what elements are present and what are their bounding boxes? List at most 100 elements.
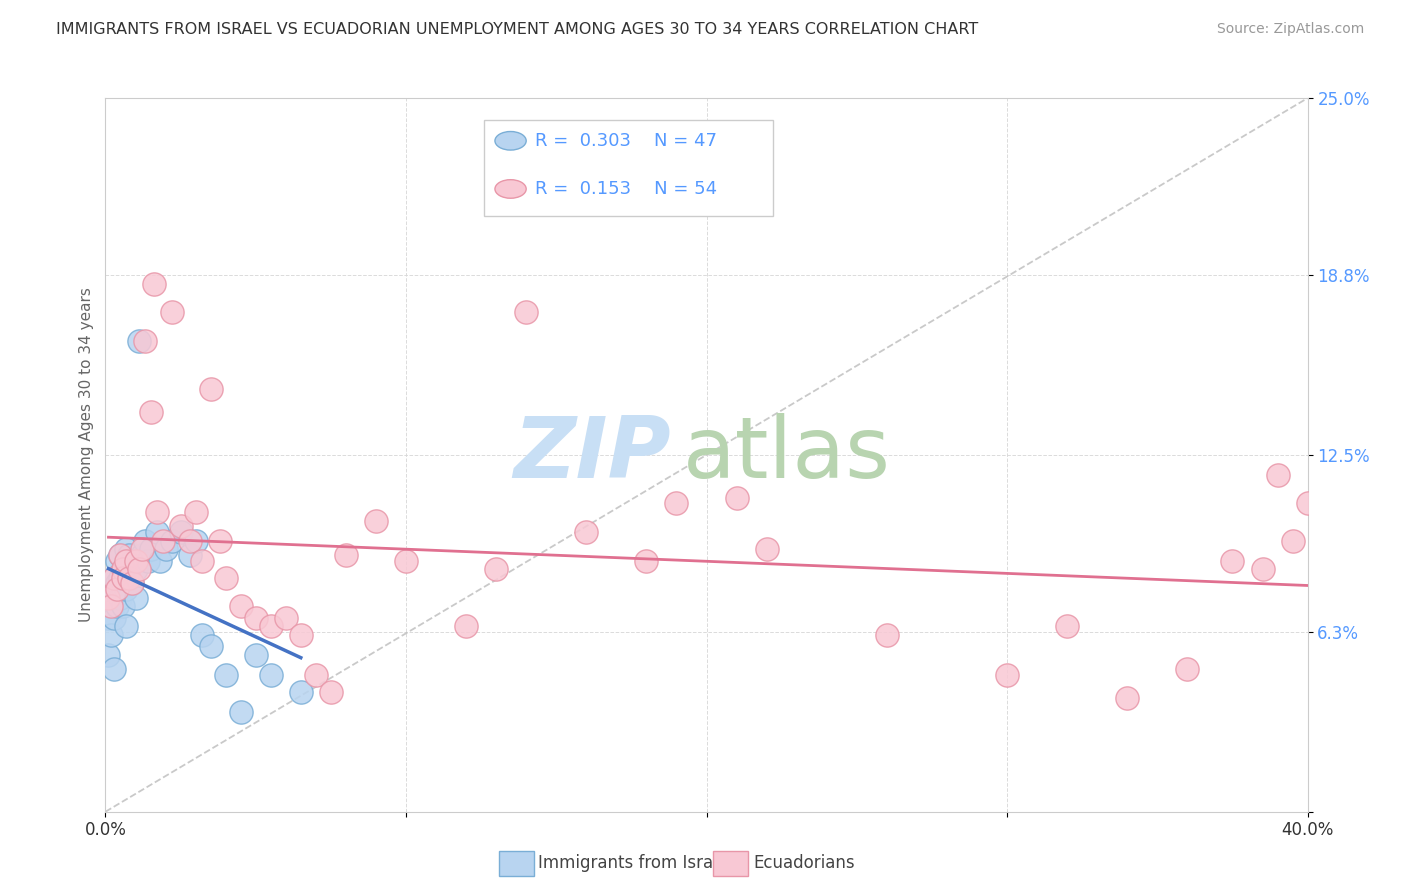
Point: [128, 334, 150, 348]
Point: [575, 524, 598, 539]
Point: [155, 542, 177, 557]
Text: R =  0.153    N = 54: R = 0.153 N = 54: [534, 180, 717, 198]
Point: [636, 553, 658, 567]
Circle shape: [495, 131, 526, 150]
Point: [131, 542, 153, 557]
Point: [184, 533, 207, 548]
Point: [190, 628, 212, 642]
Point: [118, 571, 141, 585]
Text: Immigrants from Israel: Immigrants from Israel: [538, 855, 728, 872]
Point: [665, 496, 688, 510]
Point: [1222, 553, 1244, 567]
Point: [110, 548, 132, 562]
Point: [121, 576, 143, 591]
Point: [169, 519, 191, 533]
Point: [139, 542, 162, 557]
Point: [100, 599, 122, 614]
Point: [274, 610, 297, 624]
Point: [103, 588, 125, 602]
Point: [142, 277, 165, 291]
Point: [110, 571, 132, 585]
Point: [139, 405, 162, 419]
Point: [245, 610, 267, 624]
Point: [229, 705, 252, 719]
Point: [124, 553, 146, 567]
Point: [131, 548, 153, 562]
Point: [515, 305, 537, 319]
Circle shape: [495, 179, 526, 198]
Point: [364, 514, 387, 528]
Point: [112, 599, 135, 614]
Point: [290, 685, 312, 699]
Point: [100, 582, 122, 596]
Point: [103, 610, 125, 624]
Text: ZIP: ZIP: [513, 413, 671, 497]
Point: [115, 562, 138, 576]
Point: [112, 571, 135, 585]
Point: [1175, 662, 1198, 676]
Point: [112, 582, 135, 596]
Point: [260, 667, 283, 681]
Point: [200, 639, 222, 653]
Text: atlas: atlas: [682, 413, 890, 497]
Point: [179, 533, 201, 548]
Point: [319, 685, 342, 699]
FancyBboxPatch shape: [484, 120, 773, 216]
Point: [152, 533, 174, 548]
Text: IMMIGRANTS FROM ISRAEL VS ECUADORIAN UNEMPLOYMENT AMONG AGES 30 TO 34 YEARS CORR: IMMIGRANTS FROM ISRAEL VS ECUADORIAN UNE…: [56, 22, 979, 37]
Point: [115, 582, 138, 596]
Point: [305, 667, 328, 681]
Text: R =  0.303    N = 47: R = 0.303 N = 47: [534, 132, 717, 150]
Point: [115, 542, 138, 557]
Point: [995, 667, 1018, 681]
Point: [184, 505, 207, 519]
Point: [136, 553, 159, 567]
Text: Ecuadorians: Ecuadorians: [754, 855, 855, 872]
Point: [118, 571, 141, 585]
Point: [115, 619, 138, 633]
Point: [107, 576, 129, 591]
Point: [179, 548, 201, 562]
Point: [103, 662, 125, 676]
Point: [260, 619, 283, 633]
Point: [145, 505, 167, 519]
Point: [100, 599, 122, 614]
Point: [485, 562, 508, 576]
Point: [1281, 533, 1303, 548]
Point: [160, 533, 183, 548]
Point: [100, 628, 122, 642]
Point: [107, 599, 129, 614]
Point: [1296, 496, 1319, 510]
Point: [1056, 619, 1078, 633]
Point: [124, 591, 146, 605]
Point: [1267, 467, 1289, 482]
Point: [97, 591, 120, 605]
Point: [145, 524, 167, 539]
Point: [169, 524, 191, 539]
Point: [134, 334, 156, 348]
Point: [335, 548, 357, 562]
Text: Source: ZipAtlas.com: Source: ZipAtlas.com: [1216, 22, 1364, 37]
Point: [110, 548, 132, 562]
Point: [1116, 690, 1139, 705]
Point: [148, 553, 170, 567]
Point: [112, 562, 135, 576]
Point: [110, 591, 132, 605]
Point: [876, 628, 898, 642]
Point: [97, 648, 120, 662]
Point: [190, 553, 212, 567]
Point: [160, 305, 183, 319]
Point: [121, 553, 143, 567]
Point: [128, 562, 150, 576]
Point: [395, 553, 418, 567]
Point: [107, 553, 129, 567]
Point: [124, 562, 146, 576]
Point: [208, 533, 231, 548]
Point: [103, 571, 125, 585]
Point: [121, 576, 143, 591]
Point: [1251, 562, 1274, 576]
Point: [112, 562, 135, 576]
Point: [107, 582, 129, 596]
Point: [200, 382, 222, 396]
Point: [115, 553, 138, 567]
